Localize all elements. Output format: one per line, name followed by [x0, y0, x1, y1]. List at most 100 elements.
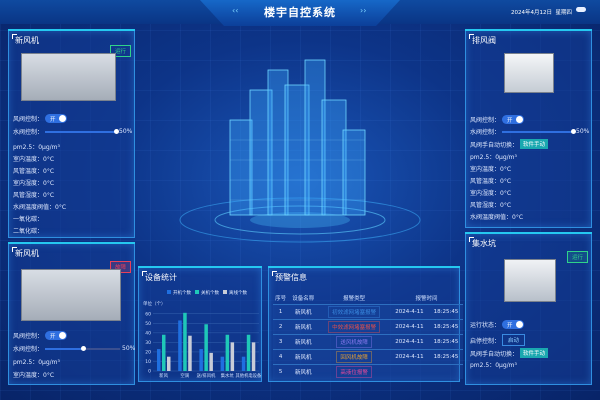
reading-row: 室内湿度：0°C [13, 180, 55, 187]
air-handler-image [21, 53, 116, 101]
damper-control: 风阀控制：开 [13, 331, 68, 340]
auto-switch: 风阀手自动切换： 软件手动 [470, 139, 549, 149]
bar-1 [204, 324, 208, 371]
bar-2 [251, 342, 256, 371]
reading-row: 水阀温度阀值：0°C [13, 204, 67, 211]
air-handler-image [21, 269, 121, 321]
valve-slider[interactable] [502, 128, 577, 134]
fresh-air-unit-panel-2: 新风机 故障 风阀控制：开 水阀控制： 50% pm2.5：0μg/m³ 室内温度：… [8, 242, 135, 385]
col-type: 报警类型 [343, 295, 366, 302]
alarm-date [389, 363, 430, 379]
y-tick-label: 10 [145, 359, 151, 365]
status-badge: 运行 [566, 251, 588, 263]
col-no: 序号 [275, 295, 287, 302]
reading-row: 风管湿度：0°C [13, 192, 55, 199]
y-tick-label: 0 [148, 369, 151, 375]
reading-row: 室内温度：0°C [13, 156, 55, 163]
x-tick-label: 新风 [159, 372, 168, 379]
bar-0 [157, 349, 161, 371]
alarm-device: 新风机 [288, 363, 319, 379]
reading-pm25: pm2.5：0μg/m³ [470, 362, 517, 369]
alarm-row[interactable]: 5 新风机 高液位报警 [273, 363, 463, 379]
damper-control: 风阀控制：开 [13, 114, 68, 123]
y-tick-label: 60 [145, 311, 151, 317]
device-stats-panel: 设备统计 开机个数 关机个数 离线个数 单位（个） 0 10 20 30 40 50 60 新风 空调送… [138, 266, 262, 382]
start-button[interactable]: 启动 [502, 334, 526, 346]
alarm-date: 2024-4-11 [389, 303, 430, 319]
exhaust-damper-panel: 排风阀 风阀控制：开 水阀控制： 50% 风阀手自动切换： 软件手动 pm2.5：0… [465, 29, 592, 228]
sump-panel: 集水坑 运行 运行状态：开 启停控制： 启动 风阀手自动切换： 软件手动 pm2.5… [465, 232, 592, 385]
bar-1 [246, 334, 251, 371]
bar-1 [225, 334, 230, 371]
date-text: 2024年4月12日 星期四 [510, 10, 572, 16]
run-status: 运行状态：开 [470, 320, 525, 329]
alarm-no: 4 [273, 348, 289, 364]
header: ‹‹ 楼宇自控系统 ›› 2024年4月12日 星期四 [0, 0, 600, 26]
reading-row: 室内温度：0°C [470, 166, 512, 173]
legend-swatch [195, 290, 199, 294]
alarm-time [429, 363, 463, 379]
bar-2 [167, 356, 171, 371]
alarm-table: 序号 设备名称 报警类型 报警时间 1 新风机 初效滤网堵塞报警 2024-4-… [273, 292, 463, 379]
alarm-device: 新风机 [288, 333, 319, 349]
damper-toggle[interactable]: 开 [502, 115, 525, 124]
reading-row: 风管湿度：0°C [470, 202, 512, 209]
bar-0 [178, 320, 182, 371]
bar-0 [220, 356, 225, 371]
alarm-row[interactable]: 2 新风机 中效滤网堵塞报警 2024-4-11 18:25:45 [273, 318, 463, 334]
valve-slider[interactable] [45, 345, 121, 351]
panel-title: 新风机 [12, 247, 39, 258]
panel-title: 集水坑 [469, 237, 496, 248]
alarm-time: 18:25:45 [429, 303, 463, 319]
y-tick-label: 20 [145, 349, 151, 355]
alarm-type-cell: 送风机故障 [318, 333, 390, 349]
x-tick-label: 空调 [181, 372, 190, 379]
panel-title: 排风阀 [469, 34, 496, 45]
alarm-row[interactable]: 4 新风机 回风机故障 2024-4-11 18:25:45 [273, 348, 463, 364]
valve-control: 水阀控制： 50% [13, 128, 133, 136]
alarm-type-cell: 高液位报警 [318, 363, 390, 379]
run-toggle[interactable]: 开 [502, 320, 525, 329]
bar-1 [162, 334, 166, 371]
right-chevron-icon: ›› [360, 6, 367, 15]
bar-0 [241, 356, 246, 371]
damper-toggle[interactable]: 开 [45, 331, 68, 340]
alarm-no: 1 [273, 303, 289, 319]
alarm-type: 中效滤网堵塞报警 [328, 320, 381, 333]
y-tick-label: 40 [145, 330, 151, 336]
bar-2 [209, 352, 213, 371]
page-title: 楼宇自控系统 [264, 6, 336, 19]
building-hologram [179, 59, 421, 243]
left-chevron-icon: ‹‹ [232, 6, 239, 15]
alarm-row[interactable]: 3 新风机 送风机故障 2024-4-11 18:25:45 [273, 333, 463, 349]
bar-1 [183, 312, 187, 371]
alarm-row[interactable]: 1 新风机 初效滤网堵塞报警 2024-4-11 18:25:45 [273, 303, 463, 319]
legend-swatch [167, 290, 171, 294]
reading-row: 风管温度：0°C [470, 178, 512, 185]
alarm-type: 送风机故障 [336, 335, 372, 348]
reading-row: 一氧化碳： [13, 216, 44, 223]
col-time: 报警时间 [415, 295, 438, 302]
device-stats-chart: 开机个数 关机个数 离线个数单位（个） 0 10 20 30 40 50 60 新风 空调 送/排风机集… [143, 289, 262, 379]
alarm-type: 回风机故障 [336, 350, 372, 363]
fresh-air-unit-panel-1: 新风机 运行 风阀控制：开 水阀控制： 50% pm2.5：0μg/m³ 室内温度：… [8, 29, 135, 238]
legend-label: 开机个数 [173, 289, 191, 296]
valve-slider[interactable] [45, 128, 120, 134]
software-manual-button[interactable]: 软件手动 [520, 348, 549, 358]
reading-row: pm2.5：0μg/m³ [470, 154, 517, 161]
alarm-time: 18:25:45 [429, 318, 463, 334]
software-manual-button[interactable]: 软件手动 [520, 139, 549, 149]
alarm-type-cell: 初效滤网堵塞报警 [318, 303, 390, 319]
alarm-date: 2024-4-11 [389, 318, 430, 334]
reading-row: pm2.5：0μg/m³ [13, 359, 60, 366]
reading-row: 二氧化碳： [13, 228, 44, 235]
damper-toggle[interactable]: 开 [45, 114, 68, 123]
bar-0 [199, 349, 203, 371]
y-tick-label: 30 [145, 340, 151, 346]
panel-title: 预警信息 [272, 271, 307, 282]
bar-2 [188, 335, 192, 371]
y-axis-label: 单位（个） [143, 300, 166, 307]
alarm-device: 新风机 [288, 318, 319, 334]
x-tick-label: 送/排风机 [197, 372, 216, 379]
alarm-date: 2024-4-11 [389, 333, 430, 349]
